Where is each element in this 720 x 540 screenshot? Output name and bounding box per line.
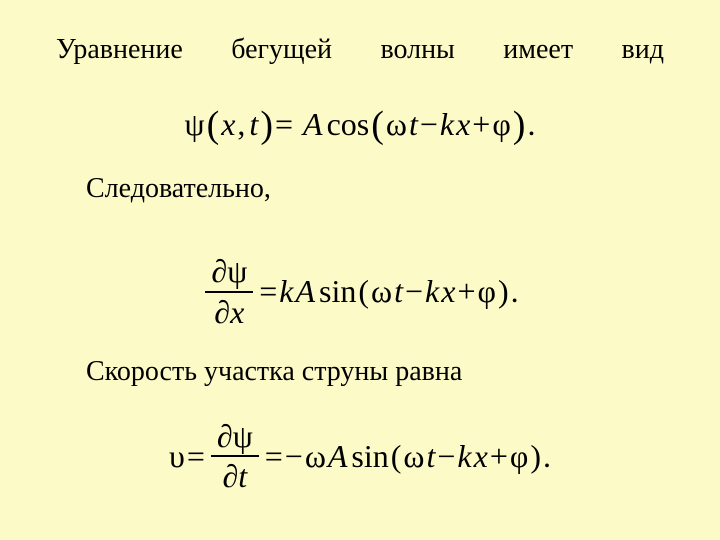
- var-t: t: [249, 106, 258, 143]
- equals: =: [187, 438, 205, 475]
- period: .: [527, 106, 535, 143]
- vspace: [56, 235, 664, 253]
- var-t: t: [426, 438, 435, 475]
- sym-omega: ω: [371, 273, 392, 310]
- var-x: x: [456, 106, 470, 143]
- sym-phi: φ: [477, 273, 495, 310]
- equation-wave: ψ ( x , t ) = A cos ( ω t − k x + φ ) .: [56, 106, 664, 143]
- fn-sin: sin: [351, 438, 388, 475]
- paren-close: ): [530, 438, 541, 475]
- fraction-bar: [205, 291, 253, 293]
- equation-row: ∂ψ ∂x = k A sin ( ω t − k x + φ ) .: [56, 253, 664, 331]
- sym-phi: φ: [492, 106, 510, 143]
- word: бегущей: [231, 34, 332, 66]
- equals: =: [265, 438, 283, 475]
- var-k: k: [457, 438, 471, 475]
- sym-omega: ω: [305, 438, 326, 475]
- var-A: A: [328, 438, 348, 475]
- word: вид: [622, 34, 664, 66]
- equals: =: [259, 273, 277, 310]
- fraction-num: ∂ψ: [211, 418, 259, 455]
- fraction-bar: [211, 455, 259, 457]
- text-following: Следовательно,: [86, 173, 664, 205]
- var-k: k: [425, 273, 439, 310]
- equation-velocity: υ = ∂ψ ∂t = − ω A sin ( ω t − k x + φ ): [56, 418, 664, 496]
- equation-row: υ = ∂ψ ∂t = − ω A sin ( ω t − k x + φ ): [56, 418, 664, 496]
- var-x: x: [221, 106, 235, 143]
- word: Уравнение: [56, 34, 183, 66]
- sym-partial: ∂: [222, 458, 238, 494]
- equals: =: [275, 106, 293, 143]
- var-A: A: [303, 106, 323, 143]
- sym-omega: ω: [386, 106, 407, 143]
- var-t: t: [394, 273, 403, 310]
- op-minus: −: [405, 273, 423, 310]
- var-x: x: [474, 438, 488, 475]
- text-velocity: Скорость участка струны равна: [86, 356, 664, 388]
- fraction: ∂ψ ∂x: [205, 253, 253, 331]
- sym-phi: φ: [510, 438, 528, 475]
- op-plus: +: [457, 273, 475, 310]
- sym-partial: ∂: [214, 294, 230, 330]
- fraction: ∂ψ ∂t: [211, 418, 259, 496]
- op-plus: +: [490, 438, 508, 475]
- sym-psi: ψ: [185, 106, 205, 143]
- var-x: x: [230, 294, 244, 330]
- paren-open: (: [358, 273, 369, 310]
- paren-open: (: [391, 438, 402, 475]
- word: имеет: [503, 34, 573, 66]
- op-minus: −: [420, 106, 438, 143]
- vspace: [56, 410, 664, 418]
- fraction-num: ∂ψ: [205, 253, 253, 290]
- fn-cos: cos: [327, 106, 370, 143]
- equation-partial-x: ∂ψ ∂x = k A sin ( ω t − k x + φ ) .: [56, 253, 664, 331]
- op-minus: −: [437, 438, 455, 475]
- comma: ,: [237, 106, 245, 143]
- op-neg: −: [285, 438, 303, 475]
- vspace: [56, 143, 664, 173]
- var-k: k: [440, 106, 454, 143]
- paren-close: ): [498, 273, 509, 310]
- sym-omega: ω: [403, 438, 424, 475]
- slide-page: Уравнение бегущей волны имеет вид ψ ( x …: [0, 0, 720, 540]
- period: .: [543, 438, 551, 475]
- equation-row: ψ ( x , t ) = A cos ( ω t − k x + φ ) .: [56, 106, 664, 143]
- var-t: t: [409, 106, 418, 143]
- op-plus: +: [472, 106, 490, 143]
- var-k: k: [279, 273, 293, 310]
- word: волны: [380, 34, 454, 66]
- var-x: x: [441, 273, 455, 310]
- var-A: A: [295, 273, 315, 310]
- fn-sin: sin: [319, 273, 356, 310]
- var-t: t: [238, 458, 247, 494]
- fraction-den: ∂x: [208, 294, 250, 331]
- fraction-den: ∂t: [216, 458, 253, 495]
- heading-line: Уравнение бегущей волны имеет вид: [56, 34, 664, 66]
- sym-upsilon: υ: [169, 438, 185, 475]
- period: .: [511, 273, 519, 310]
